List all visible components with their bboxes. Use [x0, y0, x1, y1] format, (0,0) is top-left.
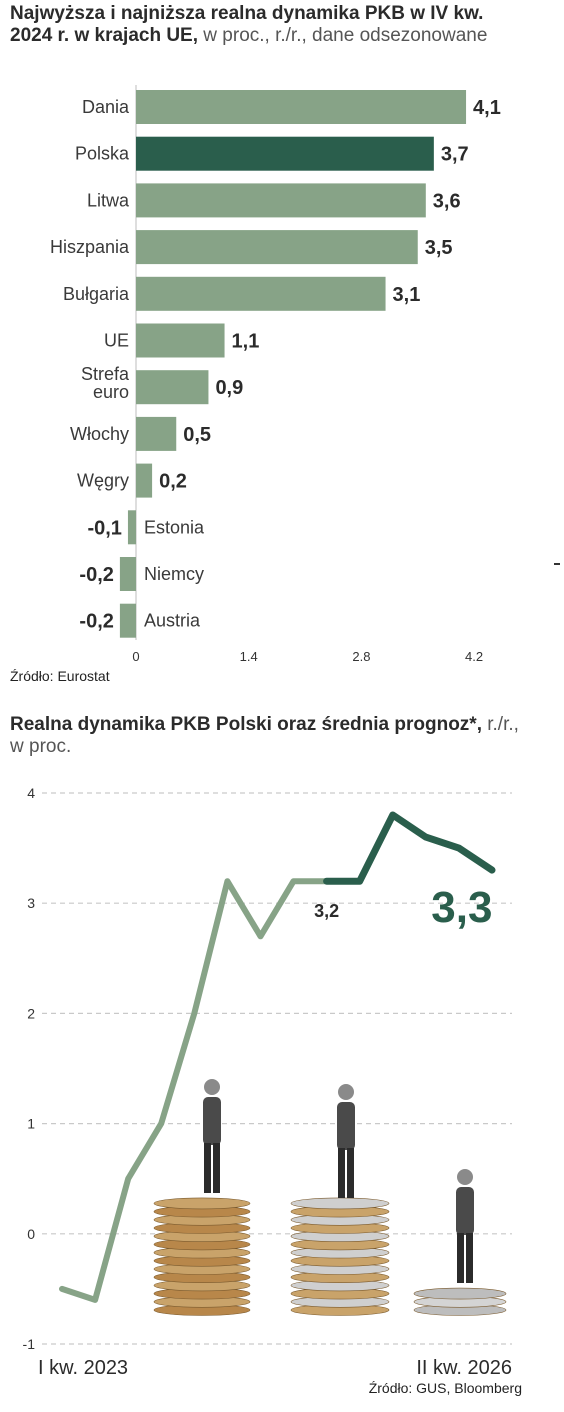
category-label-3: Hiszpania — [50, 237, 130, 257]
businessman-left-head — [204, 1079, 220, 1095]
category-label-6: Strefa euro — [81, 364, 130, 402]
bar-value-label-7: 0,5 — [183, 424, 211, 446]
bar-9 — [127, 510, 136, 545]
category-label-1: Polska — [75, 144, 130, 164]
bar-value-label-4: 3,1 — [393, 284, 421, 306]
bar-2 — [136, 183, 426, 218]
bar-chart: 4,1 Dania 3,7 Polska 3,6 Litwa 3,5 Hiszpania 3,1… — [50, 85, 501, 664]
businessman-left-torso — [203, 1097, 221, 1145]
line-chart-title-bold: Realna dynamika PKB Polski oraz średnia … — [10, 714, 482, 735]
x-tick-label-2: 2.8 — [352, 649, 370, 664]
bar-4 — [136, 276, 386, 311]
businessman-right-head — [457, 1169, 473, 1185]
category-label-8: Węgry — [77, 471, 129, 491]
coin-stack-right — [413, 1287, 507, 1316]
bar-value-label-2: 3,6 — [433, 190, 461, 212]
bar-8 — [136, 463, 153, 498]
coin-stack-left — [153, 1197, 251, 1316]
category-label-4: Bułgaria — [63, 284, 130, 304]
bar-value-label-0: 4,1 — [473, 97, 501, 119]
bar-value-label-10: -0,2 — [79, 564, 113, 586]
line-chart-title-light: r./r., w proc. — [10, 714, 519, 757]
category-label-2: Litwa — [87, 190, 130, 210]
annotation-value-start: 3,2 — [314, 901, 339, 921]
businessman-right-torso — [456, 1187, 474, 1235]
bar-value-label-5: 1,1 — [232, 331, 260, 353]
line-chart-source: Źródło: GUS, Bloomberg — [368, 1380, 522, 1396]
category-label-0: Dania — [82, 97, 130, 117]
y-tick-label-3: 2 — [27, 1005, 35, 1021]
businessman-right — [456, 1169, 474, 1283]
bar-value-label-6: 0,9 — [215, 377, 243, 399]
bar-chart-title-light: w proc., r./r., dane odsezonowane — [198, 25, 488, 46]
businessman-middle-head — [338, 1084, 354, 1100]
bar-3 — [136, 230, 418, 265]
y-tick-label-5: 4 — [27, 785, 35, 801]
y-tick-label-0: -1 — [23, 1336, 36, 1352]
bar-value-label-1: 3,7 — [441, 144, 469, 166]
bar-5 — [136, 323, 225, 358]
y-tick-label-1: 0 — [27, 1226, 35, 1242]
series-line-1 — [323, 811, 496, 885]
bar-value-label-8: 0,2 — [159, 471, 187, 493]
businessman-right-leg — [457, 1233, 464, 1283]
y-tick-label-2: 1 — [27, 1116, 35, 1132]
bar-chart-source: Źródło: Eurostat — [10, 668, 110, 684]
bar-10 — [119, 557, 136, 591]
businessman-right-leg — [466, 1233, 473, 1283]
bar-value-label-3: 3,5 — [425, 237, 453, 259]
x-tick-label-1: 1.4 — [240, 649, 258, 664]
series-line-0 — [59, 878, 330, 1303]
edge-dash — [554, 563, 560, 565]
y-tick-label-4: 3 — [27, 895, 35, 911]
bar-value-label-9: -0,1 — [87, 517, 121, 539]
bar-value-label-11: -0,2 — [79, 611, 113, 633]
bar-6 — [136, 370, 209, 405]
businessman-left — [203, 1079, 221, 1193]
businessman-middle-leg — [347, 1148, 354, 1198]
annotation-value-forecast: 3,3 — [431, 883, 492, 932]
coin-stack-illustration — [153, 1079, 507, 1316]
category-label-9: Estonia — [144, 517, 205, 537]
businessman-middle-torso — [337, 1102, 355, 1150]
line-chart: -1 0 1 2 3 4 3,2 3,3 I kw. 2023 II kw. 2026 — [23, 785, 512, 1379]
coin-stack-right-coin — [413, 1287, 507, 1300]
bar-chart-title: Najwyższa i najniższa realna dynamika PK… — [10, 3, 530, 47]
bar-chart-title-bold: Najwyższa i najniższa realna dynamika PK… — [10, 3, 484, 46]
x-label-start: I kw. 2023 — [38, 1357, 128, 1379]
businessman-left-leg — [213, 1143, 220, 1193]
businessman-middle-leg — [338, 1148, 345, 1198]
category-label-5: UE — [104, 331, 129, 351]
businessman-middle — [337, 1084, 355, 1198]
coin-stack-middle-coin — [290, 1197, 390, 1210]
coin-stack-left-coin — [153, 1197, 251, 1210]
bar-7 — [136, 416, 177, 451]
category-label-7: Włochy — [70, 424, 129, 444]
x-tick-label-0: 0 — [132, 649, 139, 664]
category-label-11: Austria — [144, 611, 201, 631]
bar-1 — [136, 136, 434, 171]
category-label-10: Niemcy — [144, 564, 204, 584]
coin-stack-middle — [290, 1197, 390, 1316]
line-chart-title: Realna dynamika PKB Polski oraz średnia … — [10, 714, 530, 758]
businessman-left-leg — [204, 1143, 211, 1193]
x-label-end: II kw. 2026 — [416, 1357, 512, 1379]
bar-11 — [119, 603, 136, 638]
x-tick-label-3: 4.2 — [465, 649, 483, 664]
bar-0 — [136, 90, 467, 124]
